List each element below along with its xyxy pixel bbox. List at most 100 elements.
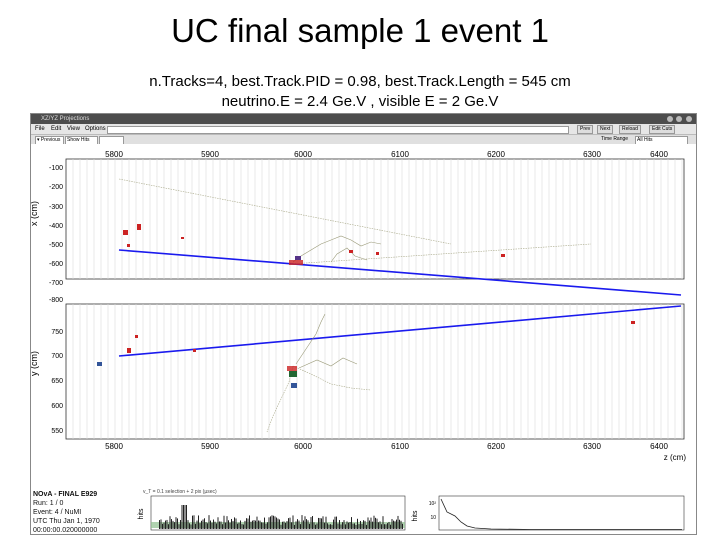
time-hist-bar	[351, 517, 352, 529]
time-hist-bar	[175, 517, 177, 529]
time-hist-bar	[391, 518, 393, 529]
time-hist-bar	[166, 519, 168, 529]
close-icon[interactable]	[686, 116, 692, 122]
minimize-icon[interactable]	[666, 116, 673, 122]
xz-top-tick: 6400	[650, 150, 668, 159]
time-hist-bar	[264, 517, 265, 529]
time-hist-bar	[322, 516, 324, 529]
menu-options[interactable]: Options	[85, 126, 106, 132]
xz-y-tick: -300	[49, 204, 63, 211]
adc-hist-y-tick: 10	[430, 515, 436, 521]
time-hist-bar	[273, 515, 274, 529]
yz-vertex-hits	[289, 371, 297, 377]
time-hist-bar	[172, 520, 174, 529]
yz-shower	[295, 313, 326, 365]
menu-file[interactable]: File	[35, 126, 45, 132]
edit-cuts-button[interactable]: Edit Cuts	[649, 125, 676, 134]
yz-bottom-tick: 6100	[391, 442, 409, 451]
window-title: XZ/YZ Projections	[41, 116, 90, 122]
time-hist-bar	[174, 522, 175, 529]
yz-hit	[193, 349, 196, 352]
run-label: Run: 1 / 0	[33, 500, 64, 507]
xz-y-tick: -400	[49, 223, 63, 230]
window-buttons	[665, 116, 692, 126]
yz-y-tick: 700	[51, 353, 63, 360]
xz-hit	[137, 224, 141, 230]
time-hist-bar	[319, 518, 321, 529]
command-field[interactable]	[107, 126, 569, 134]
time-hist-bar	[400, 520, 402, 529]
time-hist-bar	[241, 524, 243, 529]
time-hist-bar	[343, 520, 345, 529]
time-hist-bar	[309, 523, 310, 529]
xz-top-ticks: 5800 5900 6000 6100 6200 6300 6400	[105, 150, 668, 159]
time-hist-bar	[240, 520, 241, 529]
time-hist-bar	[355, 524, 357, 529]
time-hist-bar	[220, 521, 222, 529]
time-hist-bar	[246, 518, 247, 529]
time-hist-bar	[268, 517, 270, 529]
yz-bottom-tick: 5900	[201, 442, 219, 451]
time-hist-bar	[189, 523, 190, 529]
xz-ylabel: x (cm)	[31, 201, 39, 226]
time-hist-bar	[382, 516, 384, 529]
time-hist-bar	[211, 522, 213, 529]
time-hist-bar	[301, 515, 303, 529]
next-button[interactable]: Next	[597, 125, 614, 134]
time-hist-bar	[231, 518, 232, 529]
plot-area: x (cm) 5800 5900 6000 6100 6200 6300 640…	[31, 144, 696, 534]
time-hist-bar	[316, 523, 318, 529]
prev-button[interactable]: Prev	[577, 125, 594, 134]
adc-hist-ylabel: hits	[412, 510, 419, 521]
subtitle-line-2: neutrino.E = 2.4 Ge.V , visible E = 2 Ge…	[221, 93, 499, 110]
time-hist-bar	[325, 516, 327, 529]
time-hist-bar	[267, 522, 268, 529]
time-hist-bar	[255, 520, 256, 529]
xz-y-tick: -600	[49, 261, 63, 268]
time-hist-bar	[385, 524, 387, 529]
yz-ylabel: y (cm)	[31, 351, 39, 376]
subtitle-line-1: n.Tracks=4, best.Track.PID = 0.98, best.…	[149, 73, 571, 90]
time-hist-bar	[250, 521, 252, 529]
time-hist-bar	[303, 520, 304, 529]
time-hist-bar	[318, 517, 319, 529]
time-hist-bar	[270, 516, 271, 529]
time-hist-bar	[210, 520, 211, 529]
time-hist-bar	[366, 524, 367, 529]
time-hist-bar	[187, 520, 189, 529]
reload-button[interactable]: Reload	[619, 125, 641, 134]
menu-view[interactable]: View	[67, 126, 80, 132]
event-display-window: XZ/YZ Projections File Edit View Options…	[30, 113, 697, 535]
time-hist-bar	[216, 523, 217, 529]
event-label: Event: 4 / NuMI	[33, 509, 82, 516]
time-hist-bar	[204, 518, 205, 529]
time-hist-bar	[214, 521, 216, 529]
yz-hit	[127, 348, 131, 353]
time-hist-bar	[376, 518, 378, 529]
time-hist-bar	[295, 521, 297, 529]
time-hist-bar	[205, 522, 207, 529]
time-hist-bar	[223, 515, 225, 529]
time-hist-bar	[259, 520, 261, 529]
yz-y-tick: 600	[51, 403, 63, 410]
time-hist-bar	[370, 517, 372, 529]
time-hist-bar	[348, 522, 349, 529]
time-hist-bar	[327, 523, 328, 529]
time-hist-bar	[199, 523, 201, 529]
time-hist-bar	[312, 516, 313, 529]
xz-top-tick: 6300	[583, 150, 601, 159]
adc-hist-frame	[438, 495, 685, 531]
yz-bottom-ticks: 5800 5900 6000 6100 6200 6300 6400	[105, 442, 668, 451]
time-hist-ylabel: hits	[138, 508, 145, 519]
time-hist-bar	[192, 515, 193, 529]
menu-edit[interactable]: Edit	[51, 126, 62, 132]
yz-bottom-tick: 6000	[294, 442, 312, 451]
maximize-icon[interactable]	[676, 116, 683, 122]
time-hist-bar	[285, 522, 286, 529]
time-hist-bar	[342, 522, 343, 529]
time-hist-bar	[331, 524, 333, 529]
yz-shower	[298, 357, 358, 369]
time-hist-bar	[324, 522, 325, 529]
time-hist-bar	[361, 523, 363, 529]
xz-main-track	[118, 249, 682, 296]
